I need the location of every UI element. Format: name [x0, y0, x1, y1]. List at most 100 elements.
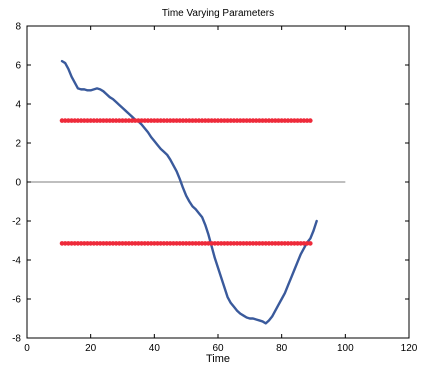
series-marker-point [298, 118, 304, 123]
series-marker-point [142, 241, 148, 246]
series-marker-point [257, 118, 262, 123]
series-marker-point [69, 241, 74, 246]
series-marker-point [260, 241, 265, 246]
series-marker-point [308, 241, 313, 246]
series-marker-point [285, 118, 291, 123]
series-marker-point [218, 241, 224, 246]
series-marker-point [120, 118, 125, 123]
series-marker-point [136, 241, 141, 246]
series-marker-point [85, 241, 90, 246]
series-marker-point [225, 241, 230, 246]
series-marker-point [59, 241, 65, 246]
series-marker-point [247, 241, 253, 246]
series-marker-point [298, 241, 304, 246]
series-marker-point [120, 241, 125, 246]
y-tick-label: 6 [15, 61, 21, 72]
series-marker-point [85, 118, 90, 123]
series-marker-point [126, 241, 132, 246]
series-marker-point [263, 241, 269, 246]
series-marker-point [113, 241, 119, 246]
series-marker-point [276, 241, 281, 246]
series-marker-point [148, 241, 154, 246]
series-marker-point [215, 241, 221, 246]
series-marker-point [88, 118, 93, 123]
series-marker-point [253, 241, 259, 246]
series-markers-upper [59, 118, 313, 123]
series-marker-point [59, 118, 65, 123]
x-tick-label: 40 [149, 343, 161, 354]
series-marker-point [97, 241, 103, 246]
series-marker-point [167, 118, 173, 123]
series-marker-point [132, 241, 138, 246]
series-marker-point [177, 118, 183, 123]
series-marker-point [288, 241, 294, 246]
series-marker-point [209, 241, 214, 246]
series-marker-point [308, 118, 313, 123]
series-marker-point [212, 241, 218, 246]
series-marker-point [110, 241, 116, 246]
series-marker-point [202, 118, 208, 123]
series-marker-point [257, 241, 262, 246]
series-marker-point [304, 241, 310, 246]
series-marker-point [82, 241, 87, 246]
series-marker-point [250, 118, 256, 123]
series-marker-point [158, 118, 163, 123]
series-marker-point [142, 118, 148, 123]
series-marker-point [212, 118, 218, 123]
x-tick-label: 0 [24, 343, 30, 354]
series-marker-point [78, 241, 84, 246]
series-marker-point [91, 118, 97, 123]
series-marker-point [94, 241, 100, 246]
series-marker-point [234, 241, 240, 246]
series-marker-point [199, 118, 205, 123]
series-marker-point [253, 118, 259, 123]
series-marker-point [69, 118, 74, 123]
series-marker-point [279, 118, 284, 123]
y-tick-label: 4 [15, 100, 21, 111]
series-line-parameter [60, 59, 318, 325]
x-tick-label: 80 [276, 343, 288, 354]
series-marker-point [263, 118, 269, 123]
series-marker-point [260, 118, 265, 123]
series-marker-point [123, 241, 128, 246]
series-marker-point [174, 241, 179, 246]
x-tick-label: 20 [85, 343, 97, 354]
series-marker-point [295, 241, 300, 246]
series-marker-point [161, 118, 167, 123]
series-marker-point [228, 118, 234, 123]
series-marker-point [174, 118, 179, 123]
series-markers-lower [59, 241, 313, 246]
series-marker-point [209, 118, 214, 123]
chart-marks [27, 59, 346, 325]
series-marker-point [171, 241, 176, 246]
series-marker-point [104, 118, 109, 123]
y-tick-label: -2 [12, 217, 21, 228]
series-marker-point [196, 118, 202, 123]
series-marker-point [82, 118, 87, 123]
series-marker-point [202, 241, 208, 246]
series-marker-point [91, 241, 97, 246]
series-marker-point [152, 118, 157, 123]
series-marker-point [139, 118, 144, 123]
y-tick-label: 2 [15, 139, 21, 150]
series-marker-point [241, 241, 246, 246]
x-axis-label: Time [206, 353, 230, 365]
series-marker-point [148, 118, 154, 123]
series-marker-point [228, 241, 234, 246]
y-tick-label: 8 [15, 22, 21, 33]
axis-ticks: 0 20 40 60 80 100 120 -8 -6 -4 -2 0 2 4 6 8 [12, 22, 418, 355]
series-marker-point [158, 241, 163, 246]
series-marker-point [126, 118, 132, 123]
series-marker-point [183, 118, 189, 123]
series-marker-point [193, 118, 199, 123]
series-marker-point [110, 118, 116, 123]
series-marker-point [62, 118, 68, 123]
series-marker-point [183, 241, 189, 246]
series-marker-point [145, 118, 151, 123]
series-marker-point [206, 118, 211, 123]
series-marker-point [139, 241, 144, 246]
series-marker-point [152, 241, 157, 246]
series-marker-point [104, 241, 109, 246]
